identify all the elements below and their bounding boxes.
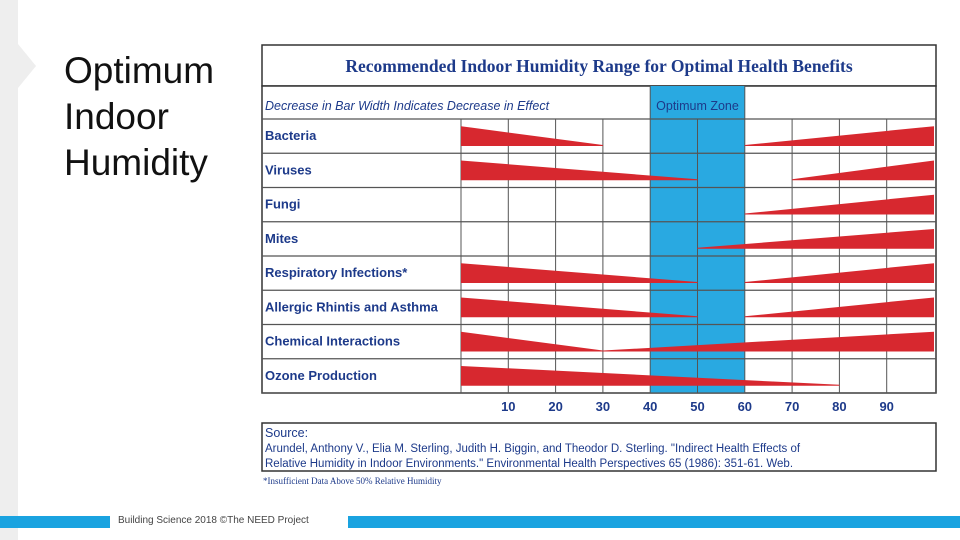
effect-bar-high: [792, 160, 934, 181]
x-tick-label: 50: [690, 399, 704, 414]
title-box: [261, 44, 937, 87]
zone-label: Optimum Zone: [656, 99, 739, 113]
category-label: Bacteria: [265, 128, 317, 143]
chart-container: Recommended Indoor Humidity Range for Op…: [260, 43, 940, 493]
effect-bar-high: [744, 194, 934, 215]
title-line: Optimum: [64, 50, 215, 91]
source-text: Arundel, Anthony V., Elia M. Sterling, J…: [265, 443, 801, 455]
effect-bar-high: [744, 297, 934, 318]
footer-bar-left: [0, 516, 110, 528]
left-band: [0, 0, 18, 540]
x-tick-label: 40: [643, 399, 657, 414]
effect-bar-low: [461, 263, 698, 284]
x-tick-label: 70: [785, 399, 799, 414]
effect-bar-low: [461, 297, 698, 318]
source-label: Source:: [265, 426, 308, 440]
x-tick-label: 20: [548, 399, 562, 414]
footer-bar-right: [348, 516, 960, 528]
category-label: Fungi: [265, 197, 300, 212]
category-label: Allergic Rhintis and Asthma: [265, 299, 439, 314]
source-box: [261, 422, 937, 472]
effect-bar-low: [461, 365, 840, 386]
humidity-chart: Recommended Indoor Humidity Range for Op…: [261, 44, 937, 486]
category-label: Chemical Interactions: [265, 334, 400, 349]
effect-bar-high: [697, 228, 934, 249]
effect-bar-low: [461, 160, 698, 181]
x-tick-label: 60: [738, 399, 752, 414]
slide-title: Optimum Indoor Humidity: [64, 48, 254, 186]
source-text: Relative Humidity in Indoor Environments…: [265, 458, 793, 470]
footnote: *Insufficient Data Above 50% Relative Hu…: [263, 476, 442, 486]
effect-bar-high: [744, 263, 934, 284]
category-label: Ozone Production: [265, 368, 377, 383]
effect-bar-low: [461, 331, 603, 352]
footer-text: Building Science 2018 ©The NEED Project: [118, 515, 309, 526]
chart-subtitle: Decrease in Bar Width Indicates Decrease…: [265, 99, 550, 113]
effect-bar-high: [744, 126, 934, 147]
effect-bar-high: [602, 331, 934, 352]
title-line: Humidity: [64, 142, 208, 183]
category-label: Viruses: [265, 162, 312, 177]
effect-bar-low: [461, 126, 603, 147]
x-tick-label: 80: [832, 399, 846, 414]
title-line: Indoor: [64, 96, 169, 137]
category-label: Respiratory Infections*: [265, 265, 408, 280]
x-tick-label: 30: [596, 399, 610, 414]
left-tab: [18, 44, 36, 88]
x-tick-label: 90: [879, 399, 893, 414]
chart-title: Recommended Indoor Humidity Range for Op…: [345, 56, 853, 76]
x-tick-label: 10: [501, 399, 515, 414]
category-label: Mites: [265, 231, 298, 246]
